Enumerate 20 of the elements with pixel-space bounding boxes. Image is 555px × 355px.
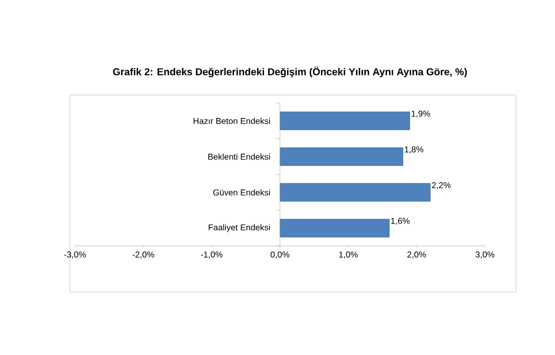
bar bbox=[280, 183, 431, 202]
y-tick-label: Faaliyet Endeksi bbox=[208, 224, 270, 232]
x-tick-label: -3,0% bbox=[64, 252, 86, 259]
data-label: 1,8% bbox=[404, 146, 424, 154]
bar bbox=[280, 218, 390, 238]
chart-title: Grafik 2: Endeks Değerlerindeki Değişim (Önceki Yılın Aynı Ayına Göre, %) bbox=[113, 66, 467, 78]
bar bbox=[280, 147, 404, 166]
data-label: 1,9% bbox=[412, 110, 430, 118]
x-tick-label: -1,0% bbox=[200, 252, 222, 259]
bar bbox=[280, 112, 410, 130]
x-tick-label: 2,0% bbox=[407, 252, 426, 259]
y-tick-label: Güven Endeksi bbox=[213, 189, 270, 196]
y-tick-label: Hazır Beton Endeksi bbox=[194, 118, 270, 124]
x-tick-label: 1,0% bbox=[339, 252, 358, 259]
x-tick-label: 0,0% bbox=[270, 252, 290, 259]
x-tick-label: -2,0% bbox=[132, 252, 154, 259]
data-label: 1,6% bbox=[391, 218, 410, 225]
data-label: 2,2% bbox=[432, 182, 451, 190]
x-tick-label: 3,0% bbox=[476, 252, 494, 259]
y-tick-label: Beklenti Endeksi bbox=[208, 153, 270, 160]
